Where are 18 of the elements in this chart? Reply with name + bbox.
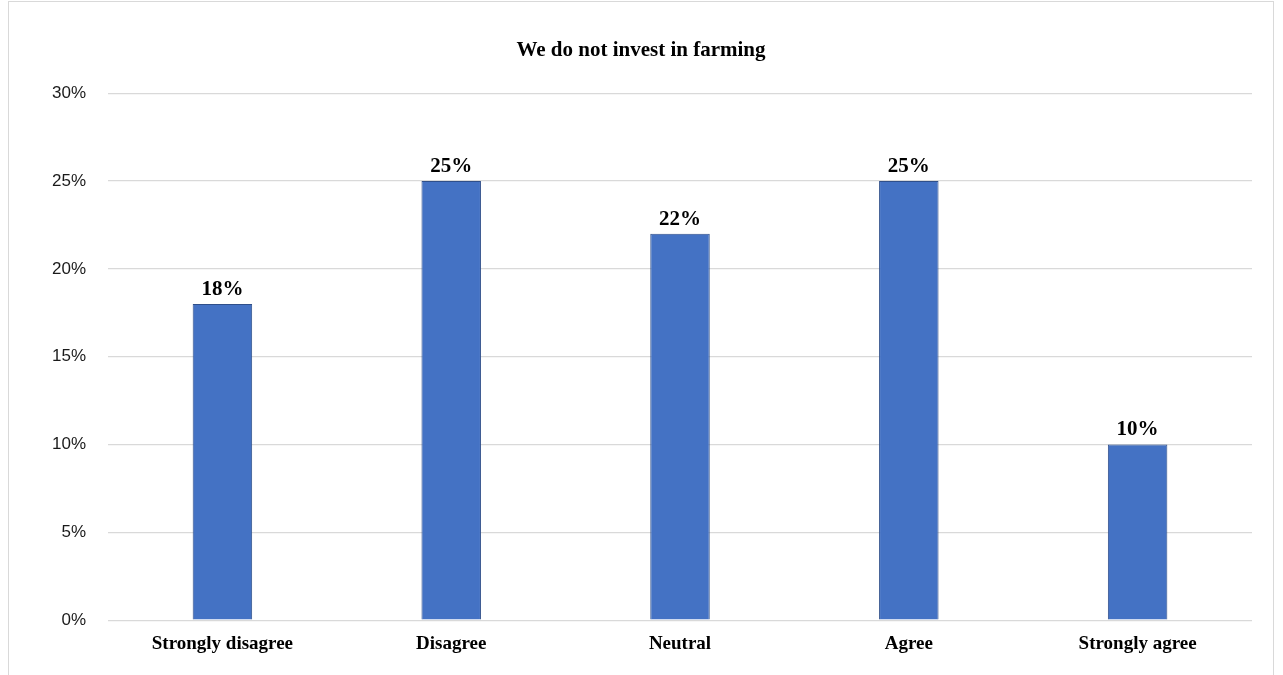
data-label: 18% [201, 275, 244, 300]
y-tick-label: 10% [51, 434, 87, 454]
y-tick-label: 5% [61, 522, 87, 542]
x-tick-label: Strongly disagree [151, 631, 294, 653]
x-tick-label: Agree [884, 631, 933, 653]
y-tick-label: 25% [51, 170, 87, 190]
data-label: 10% [1116, 416, 1159, 441]
data-label: 22% [659, 205, 702, 230]
x-tick-label: Disagree [416, 631, 487, 653]
chart-title: We do not invest in farming [516, 37, 767, 62]
data-label: 25% [430, 152, 473, 177]
x-tick-label: Strongly agree [1078, 631, 1197, 653]
y-tick-label: 20% [51, 258, 87, 278]
data-label: 25% [887, 152, 930, 177]
y-tick-label: 0% [61, 609, 87, 629]
y-tick-label: 30% [51, 82, 87, 102]
x-tick-label: Neutral [648, 631, 712, 653]
y-tick-label: 15% [51, 346, 87, 366]
